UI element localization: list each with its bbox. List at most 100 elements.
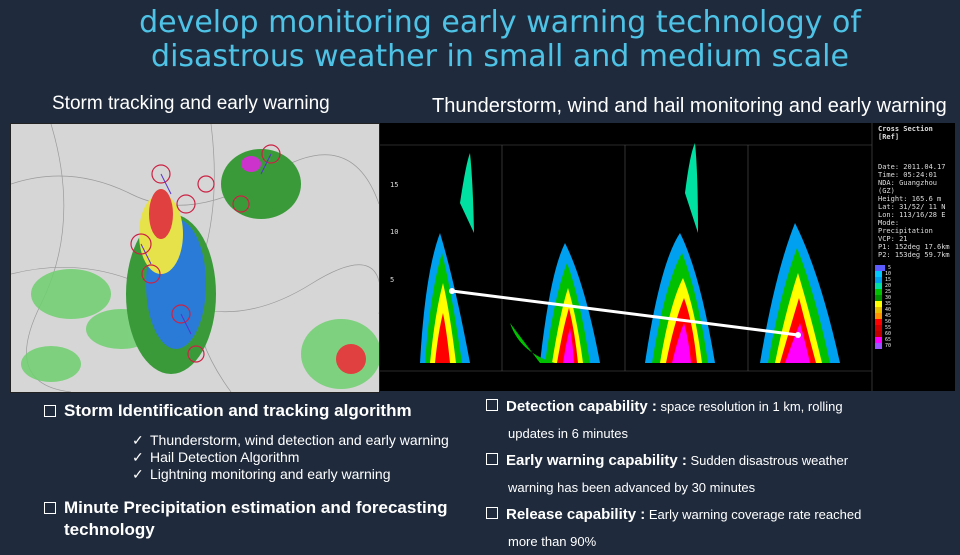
bullet-continuation: more than 90% bbox=[508, 534, 597, 549]
checkmark-icon: ✓ bbox=[132, 466, 144, 482]
square-bullet-icon bbox=[486, 507, 498, 519]
bullet-rest: Early warning coverage rate reached bbox=[645, 507, 862, 522]
legend-label: 30 bbox=[884, 295, 891, 301]
axis-tick-5: 5 bbox=[390, 276, 395, 284]
legend-row: 20 bbox=[875, 283, 891, 289]
legend-label: 35 bbox=[884, 301, 891, 307]
legend-swatch bbox=[875, 295, 882, 301]
info-line: VCP: 21 bbox=[878, 235, 908, 243]
legend-label: 60 bbox=[884, 331, 891, 337]
info-line: Lon: 113/16/28 E bbox=[878, 211, 946, 219]
legend-label: 5 bbox=[887, 265, 891, 271]
info-line: Mode: Precipitation bbox=[878, 219, 933, 235]
legend-row: 25 bbox=[875, 289, 891, 295]
legend-row: 45 bbox=[875, 313, 891, 319]
title-line-1: develop monitoring early warning technol… bbox=[139, 5, 861, 40]
bullet-minute-precipitation-text: Minute Precipitation estimation and fore… bbox=[64, 498, 448, 539]
list-item: ✓ Lightning monitoring and early warning bbox=[132, 466, 484, 483]
legend-swatch bbox=[875, 271, 882, 277]
legend-row: 15 bbox=[875, 277, 891, 283]
bullet-lead: Early warning capability : bbox=[506, 452, 687, 469]
square-bullet-icon bbox=[44, 502, 56, 514]
bullet-detection-capability: Detection capability : space resolution … bbox=[486, 393, 946, 447]
legend-row: 50 bbox=[875, 319, 891, 325]
list-item-text: Thunderstorm, wind detection and early w… bbox=[150, 432, 449, 448]
square-bullet-icon bbox=[486, 399, 498, 411]
legend-label: 20 bbox=[884, 283, 891, 289]
info-line: Lat: 31/52/ 11 N bbox=[878, 203, 946, 211]
bullet-rest: space resolution in 1 km, rolling bbox=[656, 399, 843, 414]
list-item-text: Hail Detection Algorithm bbox=[150, 449, 300, 465]
legend-label: 15 bbox=[884, 277, 891, 283]
bullet-lead: Release capability : bbox=[506, 506, 646, 523]
legend-swatch bbox=[875, 319, 882, 325]
legend-swatch bbox=[875, 307, 882, 313]
cross-section-image: Cross Section [Ref] Date: 2011.04.17 Time… bbox=[380, 123, 955, 391]
legend-swatch bbox=[875, 337, 882, 343]
cross-section-info: Date: 2011.04.17 Time: 05:24:01 NDA: Guang… bbox=[878, 163, 955, 259]
legend-swatch bbox=[875, 265, 885, 271]
checkmark-list: ✓ Thunderstorm, wind detection and early… bbox=[132, 432, 484, 483]
legend-row: 30 bbox=[875, 295, 891, 301]
cross-section-header: Cross Section [Ref] bbox=[878, 125, 933, 141]
info-line: NDA: Guangzhou (GZ) bbox=[878, 179, 938, 195]
legend-label: 50 bbox=[884, 319, 891, 325]
cross-section-graphic bbox=[380, 123, 955, 391]
legend-swatch bbox=[875, 283, 882, 289]
bullet-storm-identification: Storm Identification and tracking algori… bbox=[44, 400, 484, 422]
list-item-text: Lightning monitoring and early warning bbox=[150, 466, 391, 482]
axis-tick-10: 10 bbox=[390, 228, 399, 236]
square-bullet-icon bbox=[486, 453, 498, 465]
legend-label: 55 bbox=[884, 325, 891, 331]
bullet-continuation: warning has been advanced by 30 minutes bbox=[508, 480, 756, 495]
bullet-continuation: updates in 6 minutes bbox=[508, 426, 628, 441]
legend-label: 10 bbox=[884, 271, 891, 277]
checkmark-icon: ✓ bbox=[132, 432, 144, 448]
bullet-lead: Detection capability : bbox=[506, 398, 657, 415]
left-bullet-section: Storm Identification and tracking algori… bbox=[44, 400, 484, 541]
legend-row: 65 bbox=[875, 337, 891, 343]
info-line: P1: 152deg 17.6km bbox=[878, 243, 950, 251]
legend-label: 25 bbox=[884, 289, 891, 295]
legend-label: 45 bbox=[884, 313, 891, 319]
legend-swatch bbox=[875, 289, 882, 295]
legend-swatch bbox=[875, 277, 882, 283]
subtitle-storm-tracking: Storm tracking and early warning bbox=[52, 93, 330, 114]
bullet-minute-precipitation: Minute Precipitation estimation and fore… bbox=[44, 497, 484, 541]
bullet-rest: Sudden disastrous weather bbox=[686, 453, 849, 468]
radar-map-graphic bbox=[11, 124, 379, 392]
info-line: Date: 2011.04.17 bbox=[878, 163, 946, 171]
subtitle-thunderstorm: Thunderstorm, wind and hail monitoring a… bbox=[432, 95, 947, 117]
square-bullet-icon bbox=[44, 405, 56, 417]
legend-label: 70 bbox=[884, 343, 891, 349]
legend-row: 35 bbox=[875, 301, 891, 307]
info-line: Height: 165.6 m bbox=[878, 195, 942, 203]
info-line: Time: 05:24:01 bbox=[878, 171, 938, 179]
legend-label: 40 bbox=[884, 307, 891, 313]
legend-row: 55 bbox=[875, 325, 891, 331]
title-line-2: disastrous weather in small and medium s… bbox=[151, 39, 849, 74]
info-line: P2: 153deg 59.7km bbox=[878, 251, 950, 259]
legend-swatch bbox=[875, 343, 882, 349]
reflectivity-legend: 5 10 15 20 25 30 35 40 45 50 55 60 65 70 bbox=[875, 265, 891, 349]
legend-swatch bbox=[875, 325, 882, 331]
legend-swatch bbox=[875, 301, 882, 307]
axis-tick-15: 15 bbox=[390, 181, 399, 189]
bullet-storm-identification-text: Storm Identification and tracking algori… bbox=[64, 401, 412, 420]
right-bullet-section: Detection capability : space resolution … bbox=[486, 393, 946, 555]
bullet-release-capability: Release capability : Early warning cover… bbox=[486, 501, 946, 555]
radar-map-image bbox=[10, 123, 380, 393]
legend-swatch bbox=[875, 331, 882, 337]
legend-row: 5 bbox=[875, 265, 891, 271]
slide-title: develop monitoring early warning technol… bbox=[60, 6, 940, 74]
legend-row: 70 bbox=[875, 343, 891, 349]
list-item: ✓ Hail Detection Algorithm bbox=[132, 449, 484, 466]
list-item: ✓ Thunderstorm, wind detection and early… bbox=[132, 432, 484, 449]
bullet-early-warning-capability: Early warning capability : Sudden disast… bbox=[486, 447, 946, 501]
legend-row: 40 bbox=[875, 307, 891, 313]
legend-swatch bbox=[875, 313, 882, 319]
checkmark-icon: ✓ bbox=[132, 449, 144, 465]
legend-row: 60 bbox=[875, 331, 891, 337]
legend-label: 65 bbox=[884, 337, 891, 343]
legend-row: 10 bbox=[875, 271, 891, 277]
